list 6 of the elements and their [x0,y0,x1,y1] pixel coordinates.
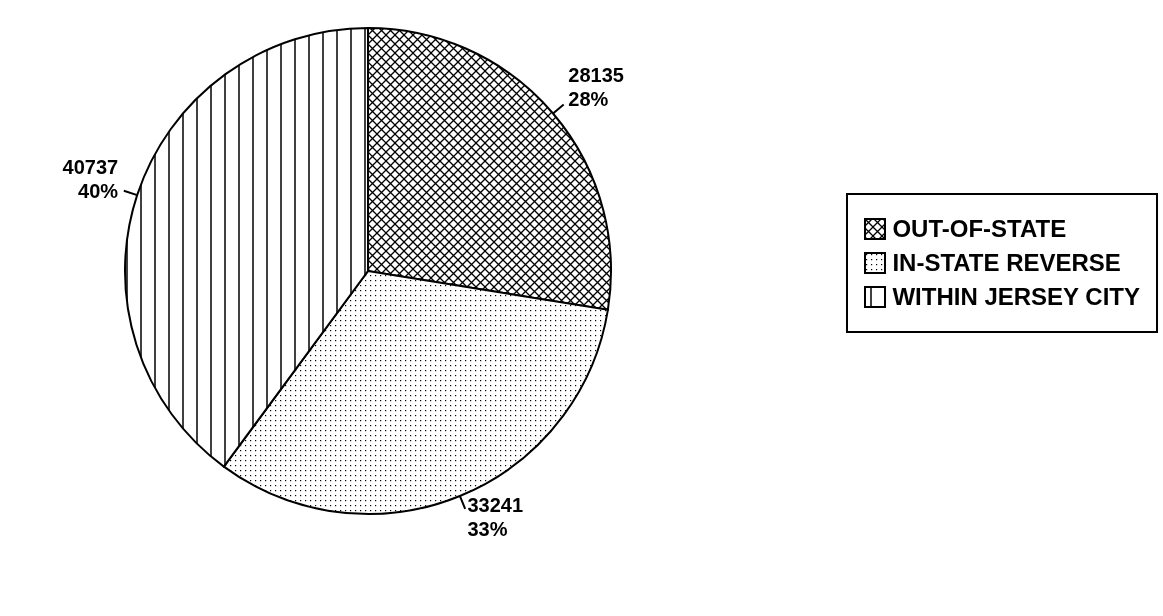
data-label: 28135 28% [568,64,624,111]
legend-label: WITHIN JERSEY CITY [892,283,1140,311]
legend-label: IN-STATE REVERSE [892,249,1121,277]
legend-label: OUT-OF-STATE [892,215,1067,243]
data-label: 40737 40% [62,155,119,202]
data-label: 33241 33% [467,493,524,540]
